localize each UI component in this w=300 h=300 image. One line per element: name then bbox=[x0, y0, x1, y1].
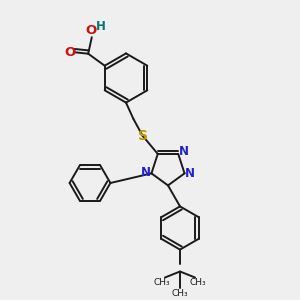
Text: H: H bbox=[96, 20, 106, 33]
Text: CH₃: CH₃ bbox=[154, 278, 170, 287]
Text: O: O bbox=[86, 24, 97, 38]
Text: CH₃: CH₃ bbox=[190, 278, 206, 287]
Text: N: N bbox=[141, 166, 151, 179]
Text: CH₃: CH₃ bbox=[172, 289, 188, 298]
Text: N: N bbox=[185, 167, 195, 181]
Text: S: S bbox=[138, 129, 148, 143]
Text: N: N bbox=[178, 145, 189, 158]
Text: O: O bbox=[64, 46, 76, 59]
